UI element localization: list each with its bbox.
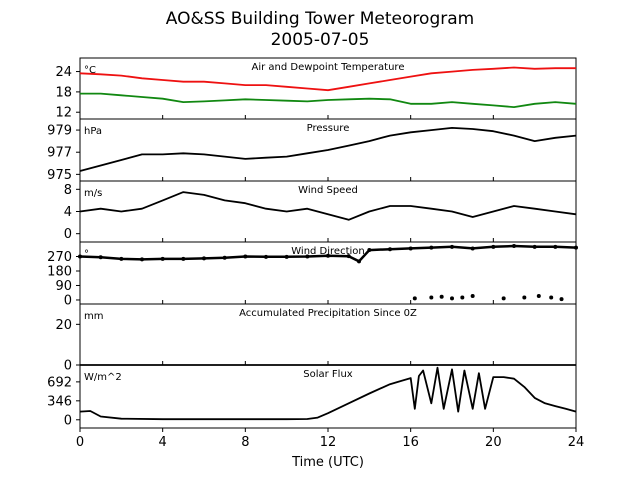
data-point [429,295,434,300]
series-line [79,66,576,92]
panel-unit-label: ° [84,249,89,260]
x-tick-label: 8 [241,435,249,450]
series-line [79,366,577,421]
y-tick-label: 12 [55,106,72,121]
data-point [549,295,554,300]
panel-title: Solar Flux [303,369,353,380]
y-tick-label: 977 [47,146,72,161]
series-line [79,244,577,263]
y-tick-label: 20 [55,318,72,333]
x-tick-label: 12 [320,435,337,450]
panel-title: Wind Speed [298,185,358,196]
y-tick-label: 270 [47,250,72,265]
y-tick-label: 0 [64,293,72,308]
data-point [439,294,444,299]
data-point [559,297,564,302]
x-tick-label: 16 [402,435,419,450]
panel-1: 975 977 979 hPa Pressure [47,118,577,183]
panel-unit-label: mm [84,311,103,322]
panel-title: Air and Dewpoint Temperature [252,62,405,73]
chart-title-line2: 2005-07-05 [271,30,370,50]
x-tick-label: 24 [568,435,585,450]
data-point [450,296,454,301]
data-point [460,295,465,300]
panel-2: 0 4 8 m/s Wind Speed [64,180,577,243]
y-tick-label: 4 [64,205,72,220]
y-tick-label: 975 [47,168,72,183]
y-tick-label: 8 [64,183,72,198]
panel-title: Pressure [307,123,350,134]
data-point [501,296,506,301]
data-point [522,295,527,300]
panel-unit-label: W/m^2 [84,372,122,383]
data-point [412,296,417,301]
y-tick-label: 346 [47,394,72,409]
y-tick-label: 0 [64,359,72,374]
panel-title: Wind Direction [291,246,365,257]
y-tick-label: 18 [55,85,72,100]
panel-unit-label: hPa [84,126,102,137]
y-tick-label: 180 [47,264,72,279]
chart-title-line1: AO&SS Building Tower Meteorogram [166,9,474,29]
y-tick-label: 90 [55,279,72,294]
y-tick-label: 0 [64,413,72,428]
panel-unit-label: m/s [84,188,102,199]
x-axis: 0 4 8 12 16 20 24 [76,428,584,450]
series-line [79,127,577,172]
series-line [79,191,577,221]
panel-title: Accumulated Precipitation Since 0Z [239,308,417,319]
y-tick-label: 24 [55,65,72,80]
y-tick-label: 692 [47,375,72,390]
x-tick-label: 0 [76,435,84,450]
data-point [470,293,475,298]
panel-0: 12 18 24 °C Air and Dewpoint Temperature [55,57,577,121]
y-tick-label: 0 [64,227,72,242]
panel-unit-label: °C [84,65,96,76]
x-tick-label: 4 [159,435,167,450]
x-axis-label: Time (UTC) [291,455,364,470]
data-point [536,293,541,298]
panel-4: 0 20 mm Accumulated Precipitation Since 0Z [55,303,577,374]
x-tick-label: 20 [485,435,502,450]
panel-5: 0 346 692 W/m^2 Solar Flux [47,364,577,429]
y-tick-label: 979 [47,124,72,139]
series-line [80,92,577,108]
